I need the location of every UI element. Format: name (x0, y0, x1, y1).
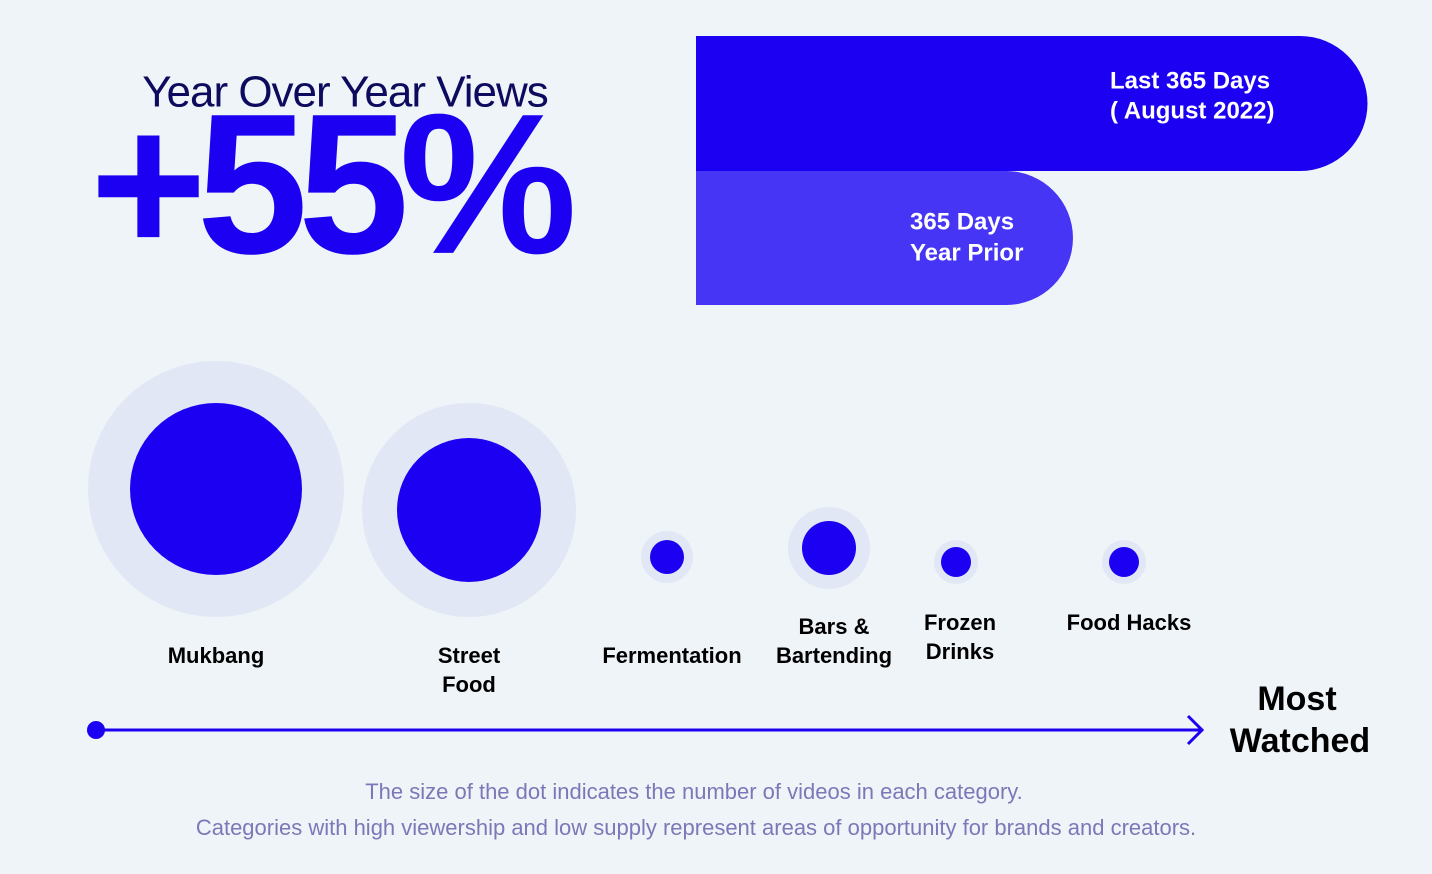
bubble (130, 403, 302, 575)
category-label: Fermentation (602, 643, 741, 668)
category-label: Food Hacks (1067, 610, 1192, 635)
bubble (802, 521, 856, 575)
category-label: Food (442, 672, 496, 697)
axis-label: Watched (1230, 722, 1370, 760)
axis-label: Most (1257, 680, 1336, 718)
category-label: Frozen (924, 610, 996, 635)
bubble (650, 540, 684, 574)
bar-label: ( August 2022) (1110, 97, 1274, 124)
footnote: Categories with high viewership and low … (196, 815, 1196, 840)
bar-label: Last 365 Days (1110, 67, 1270, 94)
footnote: The size of the dot indicates the number… (365, 779, 1023, 804)
axis-start (87, 721, 105, 739)
bubble (397, 438, 541, 582)
bubble (1109, 547, 1139, 577)
bar-prior (696, 171, 1073, 305)
category-label: Street (438, 643, 501, 668)
title: Year Over Year Views (142, 68, 548, 117)
category-label: Drinks (926, 639, 994, 664)
bar-label: Year Prior (910, 239, 1023, 266)
category-label: Bars & (799, 614, 870, 639)
bubbles (88, 361, 1146, 617)
bar-current (696, 36, 1368, 171)
arrow-head (1186, 714, 1205, 746)
category-label: Mukbang (168, 643, 265, 668)
bar-label: 365 Days (910, 208, 1014, 235)
category-label: Bartending (776, 643, 892, 668)
bubble (941, 547, 971, 577)
headline-stat: +55% (90, 73, 572, 296)
